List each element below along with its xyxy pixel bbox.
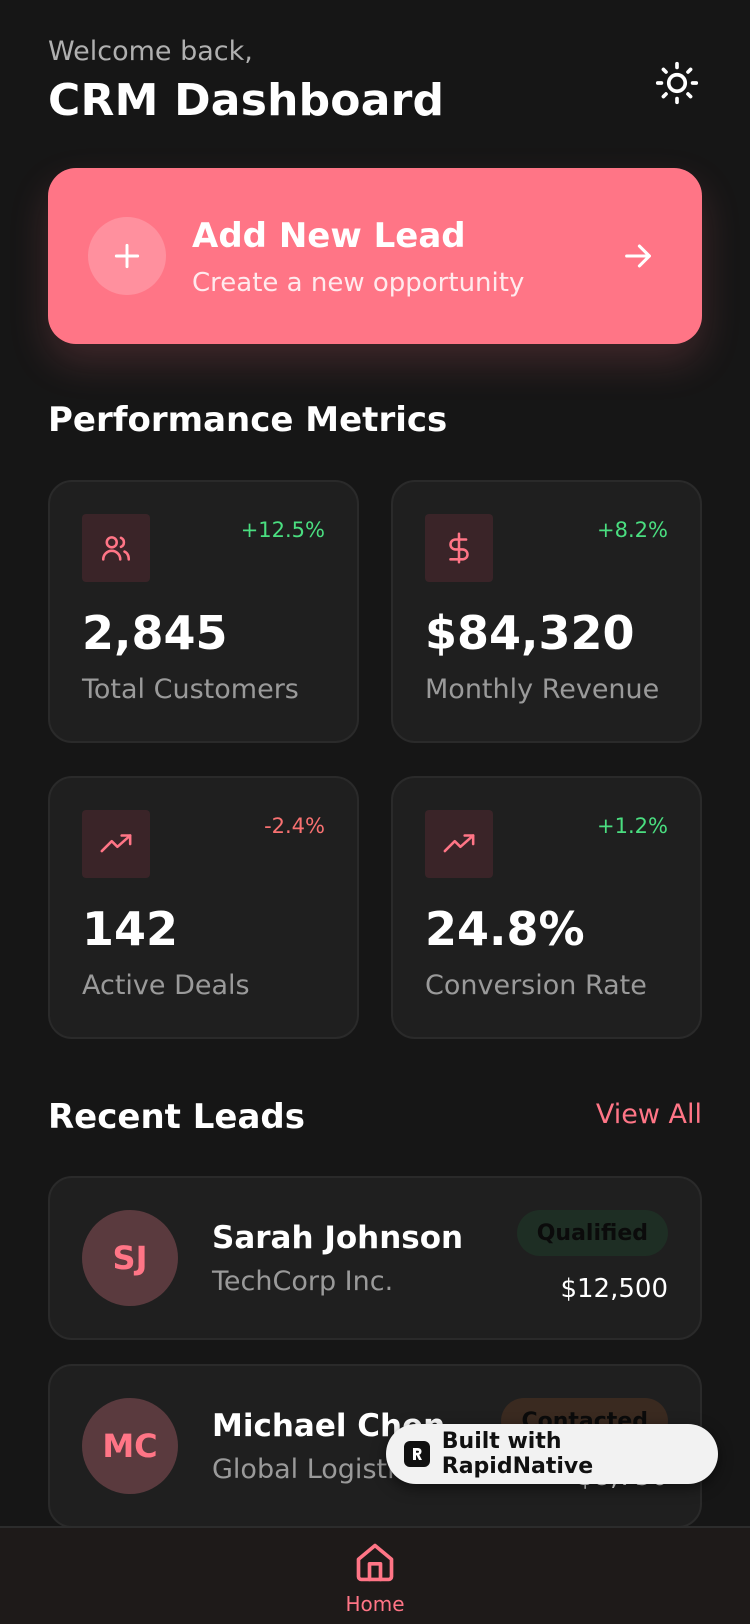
dollar-icon [425, 514, 493, 582]
add-lead-subtitle: Create a new opportunity [192, 268, 525, 298]
metric-label: Total Customers [82, 674, 299, 705]
metric-value: 2,845 [82, 606, 228, 660]
lead-card[interactable]: SJ Sarah Johnson TechCorp Inc. Qualified… [48, 1176, 702, 1340]
lead-name: Sarah Johnson [212, 1220, 464, 1256]
built-with-badge[interactable]: Built with RapidNative [386, 1424, 718, 1484]
status-badge: Qualified [516, 1210, 668, 1256]
built-with-text: Built with RapidNative [441, 1429, 594, 1479]
metric-change: +1.2% [597, 814, 668, 838]
trending-up-icon [82, 810, 150, 878]
metric-change: +12.5% [240, 518, 325, 542]
header: Welcome back, CRM Dashboard [48, 36, 702, 136]
metric-card-customers[interactable]: +12.5% 2,845 Total Customers [48, 480, 359, 743]
metric-label: Monthly Revenue [425, 674, 660, 705]
metric-value: 142 [82, 902, 179, 956]
rapidnative-logo-icon [404, 1441, 430, 1467]
metric-label: Active Deals [82, 970, 250, 1001]
plus-icon [88, 217, 166, 295]
users-icon [82, 514, 150, 582]
metric-label: Conversion Rate [425, 970, 647, 1001]
lead-card[interactable]: MC Michael Chen Global Logistics Contact… [48, 1364, 702, 1528]
lead-company: TechCorp Inc. [212, 1266, 394, 1297]
avatar: MC [82, 1398, 178, 1494]
tab-home[interactable]: Home [330, 1540, 420, 1624]
add-new-lead-button[interactable]: Add New Lead Create a new opportunity [48, 168, 702, 344]
lead-amount: $12,500 [560, 1274, 668, 1304]
welcome-text: Welcome back, [48, 36, 253, 67]
page-title: CRM Dashboard [48, 75, 445, 126]
recent-leads-title: Recent Leads [48, 1097, 305, 1137]
metric-change: -2.4% [264, 814, 325, 838]
performance-metrics-title: Performance Metrics [48, 400, 448, 440]
add-lead-title: Add New Lead [192, 216, 466, 256]
avatar: SJ [82, 1210, 178, 1306]
metric-card-conversion[interactable]: +1.2% 24.8% Conversion Rate [391, 776, 702, 1039]
metric-value: $84,320 [425, 606, 635, 660]
metric-card-revenue[interactable]: +8.2% $84,320 Monthly Revenue [391, 480, 702, 743]
trending-up-icon [425, 810, 493, 878]
view-all-link[interactable]: View All [595, 1099, 702, 1130]
metric-change: +8.2% [597, 518, 668, 542]
theme-toggle-button[interactable] [652, 60, 702, 110]
tab-home-label: Home [345, 1592, 405, 1616]
metric-card-deals[interactable]: -2.4% 142 Active Deals [48, 776, 359, 1039]
metric-value: 24.8% [425, 902, 585, 956]
home-icon [353, 1540, 397, 1588]
bottom-tab-bar: Home [0, 1526, 750, 1624]
sun-icon [655, 61, 699, 109]
arrow-right-icon [618, 236, 658, 276]
